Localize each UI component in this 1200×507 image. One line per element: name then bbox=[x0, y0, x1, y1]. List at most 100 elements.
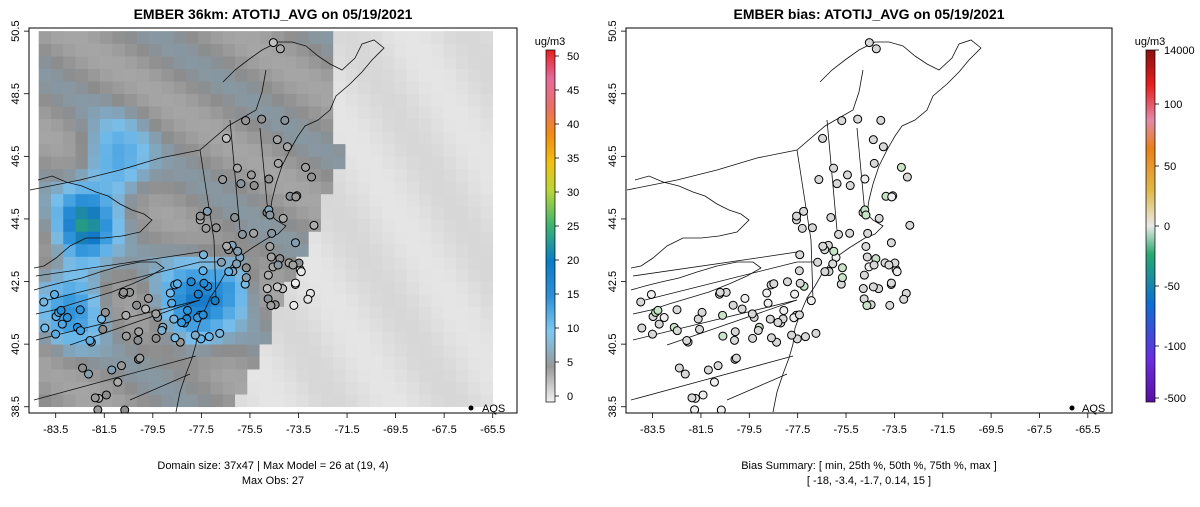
grid-cell bbox=[382, 156, 395, 170]
aqs-bias-point bbox=[896, 162, 906, 172]
grid-cell bbox=[308, 31, 322, 44]
aqs-bias-point bbox=[690, 405, 700, 413]
x-tick-label: -65.5 bbox=[1075, 424, 1100, 436]
aqs-bias-point bbox=[902, 172, 912, 182]
grid-cell bbox=[320, 143, 334, 157]
grid-cell bbox=[320, 156, 334, 170]
grid-cell bbox=[75, 381, 89, 395]
grid-cell bbox=[124, 68, 138, 82]
grid-cell bbox=[308, 306, 322, 320]
grid-cell bbox=[320, 193, 334, 207]
grid-cell bbox=[112, 156, 125, 170]
right-aqs-legend: AQS bbox=[1069, 403, 1105, 415]
grid-cell bbox=[100, 43, 113, 57]
grid-cell bbox=[284, 206, 297, 220]
grid-cell bbox=[370, 168, 383, 182]
grid-cell bbox=[271, 106, 285, 120]
grid-cell bbox=[357, 118, 371, 132]
x-tick-label: -83.5 bbox=[43, 424, 68, 436]
aqs-station-point bbox=[218, 175, 228, 185]
right-lake-shoreline bbox=[630, 175, 750, 269]
grid-cell bbox=[63, 206, 76, 220]
grid-cell bbox=[480, 381, 494, 395]
aqs-bias-point bbox=[853, 114, 863, 124]
grid-cell bbox=[333, 256, 346, 270]
colorbar-tick-label: 40 bbox=[567, 119, 579, 131]
grid-cell bbox=[222, 31, 236, 44]
grid-cell bbox=[468, 31, 481, 44]
grid-cell bbox=[271, 181, 285, 195]
grid-cell bbox=[235, 381, 248, 395]
grid-cell bbox=[333, 168, 346, 182]
aqs-station-point bbox=[133, 335, 143, 345]
right-base-map bbox=[626, 39, 982, 413]
aqs-bias-point bbox=[716, 405, 726, 413]
grid-cell bbox=[124, 218, 138, 232]
grid-cell bbox=[149, 43, 162, 57]
grid-cell bbox=[357, 56, 371, 69]
grid-cell bbox=[370, 118, 383, 132]
grid-cell bbox=[382, 118, 395, 132]
grid-cell bbox=[296, 118, 309, 132]
grid-cell bbox=[38, 81, 52, 95]
grid-cell bbox=[136, 218, 150, 232]
grid-cell bbox=[198, 344, 211, 357]
grid-cell bbox=[124, 168, 138, 182]
left-lake-shoreline bbox=[33, 175, 153, 269]
aqs-station-point bbox=[40, 323, 50, 333]
grid-cell bbox=[185, 93, 199, 107]
aqs-station-point bbox=[272, 135, 282, 145]
grid-cell bbox=[431, 156, 444, 170]
grid-cell bbox=[480, 156, 494, 170]
grid-cell bbox=[210, 131, 224, 145]
grid-cell bbox=[308, 394, 322, 408]
grid-cell bbox=[320, 331, 334, 345]
aqs-bias-point bbox=[818, 241, 828, 251]
grid-cell bbox=[455, 256, 469, 270]
grid-cell bbox=[345, 231, 359, 245]
grid-cell bbox=[210, 106, 224, 120]
grid-cell bbox=[63, 369, 76, 382]
grid-cell bbox=[210, 306, 224, 320]
grid-cell bbox=[370, 193, 383, 207]
grid-cell bbox=[124, 143, 138, 157]
right-x-axis: -83.5 -81.5 -79.5 -77.5 -75.5 -73.5 -71.5 -69.5… bbox=[640, 413, 1100, 436]
grid-cell bbox=[468, 81, 481, 95]
grid-cell bbox=[222, 81, 236, 95]
right-map-area bbox=[626, 28, 1112, 413]
colorbar-tick-label: 14000 bbox=[1164, 45, 1195, 57]
aqs-station-point bbox=[309, 220, 319, 230]
grid-cell bbox=[480, 181, 494, 195]
aqs-station-point bbox=[215, 328, 225, 338]
grid-cell bbox=[406, 269, 420, 282]
grid-cell bbox=[161, 118, 174, 132]
grid-cell bbox=[357, 68, 371, 82]
grid-cell bbox=[284, 131, 297, 145]
grid-cell bbox=[308, 93, 322, 107]
grid-cell bbox=[468, 356, 481, 370]
grid-cell bbox=[333, 243, 346, 257]
aqs-station-point bbox=[93, 405, 103, 413]
grid-cell bbox=[50, 118, 64, 132]
grid-cell bbox=[210, 243, 224, 257]
grid-cell bbox=[87, 281, 101, 295]
grid-cell bbox=[468, 281, 481, 295]
aqs-station-point bbox=[190, 330, 200, 340]
grid-cell bbox=[333, 331, 346, 345]
grid-cell bbox=[370, 394, 383, 408]
grid-cell bbox=[185, 369, 199, 382]
grid-cell bbox=[136, 206, 150, 220]
grid-cell bbox=[100, 181, 113, 195]
grid-cell bbox=[50, 269, 64, 282]
grid-cell bbox=[124, 269, 138, 282]
grid-cell bbox=[308, 243, 322, 257]
aqs-station-point bbox=[290, 238, 300, 248]
grid-cell bbox=[271, 369, 285, 382]
grid-cell bbox=[185, 394, 199, 408]
grid-cell bbox=[455, 356, 469, 370]
aqs-bias-point bbox=[680, 369, 690, 379]
aqs-station-point bbox=[107, 365, 117, 375]
grid-cell bbox=[284, 93, 297, 107]
right-colorbar-ticks: 14000 100 50 0 -50 -100 -500 bbox=[1155, 45, 1195, 405]
aqs-station-point bbox=[278, 213, 288, 223]
